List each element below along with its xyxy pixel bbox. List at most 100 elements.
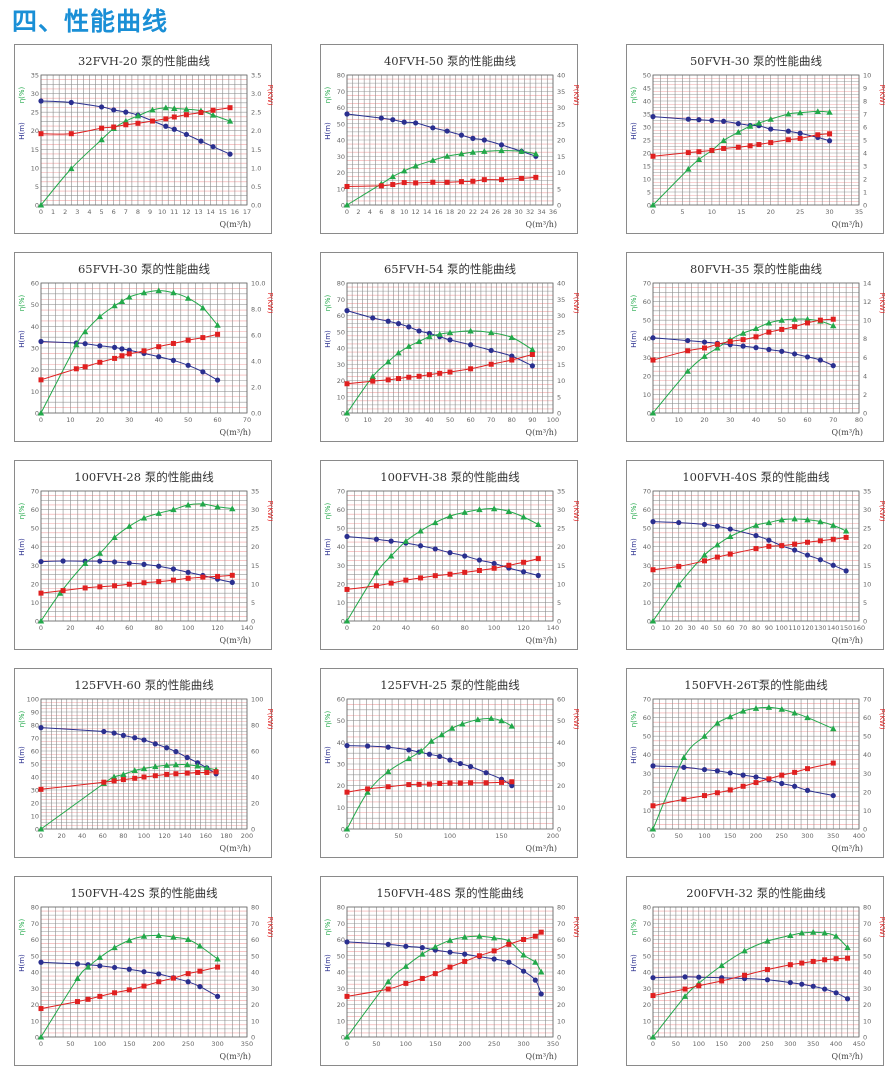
y-tick-label: 70: [31, 920, 39, 928]
data-point-square: [370, 378, 376, 384]
data-point-triangle: [74, 975, 81, 982]
data-point-circle: [470, 135, 476, 141]
data-point-circle: [97, 558, 103, 564]
x-tick-label: 20: [767, 208, 775, 216]
y2-tick-label: 50: [863, 733, 871, 741]
data-point-triangle: [538, 968, 545, 975]
data-point-square: [538, 929, 544, 935]
data-point-square: [123, 122, 129, 128]
data-point-triangle: [649, 1033, 657, 1040]
performance-chart: 100FVH-40S 泵的性能曲线 0 10 20 30 40 50 60 70 80 90 100 1…: [626, 460, 885, 650]
y-tick-label: 5: [35, 183, 39, 191]
y-tick-label: 70: [337, 488, 345, 496]
x-axis-label: Q(m³/h): [526, 1052, 557, 1061]
y-tick-label: 80: [337, 904, 345, 912]
data-point-triangle: [649, 825, 657, 832]
data-point-circle: [198, 138, 204, 144]
data-point-square: [38, 377, 44, 383]
power-axis-label: P(KW): [878, 85, 885, 106]
data-point-triangle: [110, 773, 118, 780]
x-tick-label: 60: [99, 832, 107, 840]
y-tick-label: 20: [643, 580, 651, 588]
data-point-circle: [447, 757, 453, 763]
series-head: [344, 111, 539, 159]
y-tick-label: 10: [31, 164, 39, 172]
data-point-square: [38, 131, 44, 137]
data-point-triangle: [389, 173, 396, 180]
x-tick-label: 0: [651, 832, 655, 840]
x-tick-label: 70: [487, 416, 495, 424]
y-tick-label: 10: [31, 599, 39, 607]
data-point-triangle: [438, 731, 445, 738]
y2-tick-label: 15: [557, 153, 565, 161]
x-tick-label: 100: [698, 832, 710, 840]
y-tick-label: 50: [337, 120, 345, 128]
y2-tick-label: 5: [557, 599, 561, 607]
x-tick-label: 40: [402, 624, 410, 632]
data-point-square: [779, 543, 785, 549]
data-point-triangle: [649, 409, 657, 416]
data-point-triangle: [170, 933, 177, 940]
data-point-square: [149, 118, 155, 124]
y2-tick-label: 30: [251, 985, 259, 993]
data-point-square: [126, 351, 132, 357]
head-axis-label: H(m): [630, 538, 638, 556]
x-tick-label: 40: [155, 416, 163, 424]
y-tick-label: 10: [643, 1017, 651, 1025]
data-point-triangle: [535, 521, 542, 527]
data-point-circle: [766, 346, 772, 353]
data-point-circle: [844, 996, 851, 1002]
head-axis-label: H(m): [18, 122, 26, 140]
y-tick-label: 80: [337, 72, 345, 80]
data-point-triangle: [718, 962, 725, 969]
x-tick-label: 15: [737, 208, 745, 216]
data-point-square: [111, 778, 117, 784]
data-point-triangle: [111, 944, 118, 951]
y-tick-label: 60: [643, 714, 651, 722]
y2-tick-label: 30: [557, 312, 565, 320]
data-point-triangle: [681, 993, 689, 999]
x-tick-label: 8: [136, 208, 140, 216]
y-tick-label: 60: [31, 936, 39, 944]
data-point-circle: [170, 566, 177, 572]
data-point-square: [462, 958, 468, 964]
data-point-circle: [491, 956, 497, 962]
x-axis-label: Q(m³/h): [832, 220, 863, 229]
data-point-triangle: [796, 109, 804, 116]
data-point-triangle: [172, 761, 180, 768]
y-tick-label: 50: [643, 317, 651, 325]
head-axis-label: H(m): [324, 122, 332, 140]
data-point-triangle: [714, 344, 721, 351]
data-point-square: [97, 584, 103, 590]
data-point-circle: [430, 125, 436, 131]
x-tick-label: 100: [94, 1040, 106, 1048]
data-point-square: [805, 539, 810, 545]
data-point-triangle: [755, 119, 763, 126]
data-point-square: [97, 993, 103, 999]
y2-tick-label: 0: [557, 826, 561, 834]
data-point-square: [756, 142, 762, 148]
head-axis-label: H(m): [630, 330, 638, 348]
data-point-square: [830, 536, 836, 542]
y2-tick-label: 1.5: [251, 146, 261, 154]
data-point-triangle: [830, 725, 837, 732]
data-point-square: [185, 337, 191, 343]
x-axis-label: Q(m³/h): [526, 428, 557, 437]
data-point-triangle: [402, 537, 410, 544]
grid: [40, 282, 248, 414]
data-point-square: [764, 967, 770, 973]
y2-tick-label: 10: [557, 1017, 565, 1025]
x-tick-label: 80: [155, 624, 163, 632]
x-tick-label: 100: [400, 1040, 412, 1048]
x-tick-label: 300: [784, 1040, 796, 1048]
data-point-square: [163, 116, 169, 122]
y2-tick-label: 70: [863, 920, 871, 928]
y2-tick-label: 0: [863, 618, 867, 626]
data-point-square: [766, 543, 772, 549]
data-point-circle: [141, 561, 147, 567]
x-tick-label: 0: [345, 624, 349, 632]
data-point-circle: [817, 557, 823, 563]
data-point-square: [447, 571, 453, 577]
data-point-circle: [401, 119, 407, 125]
